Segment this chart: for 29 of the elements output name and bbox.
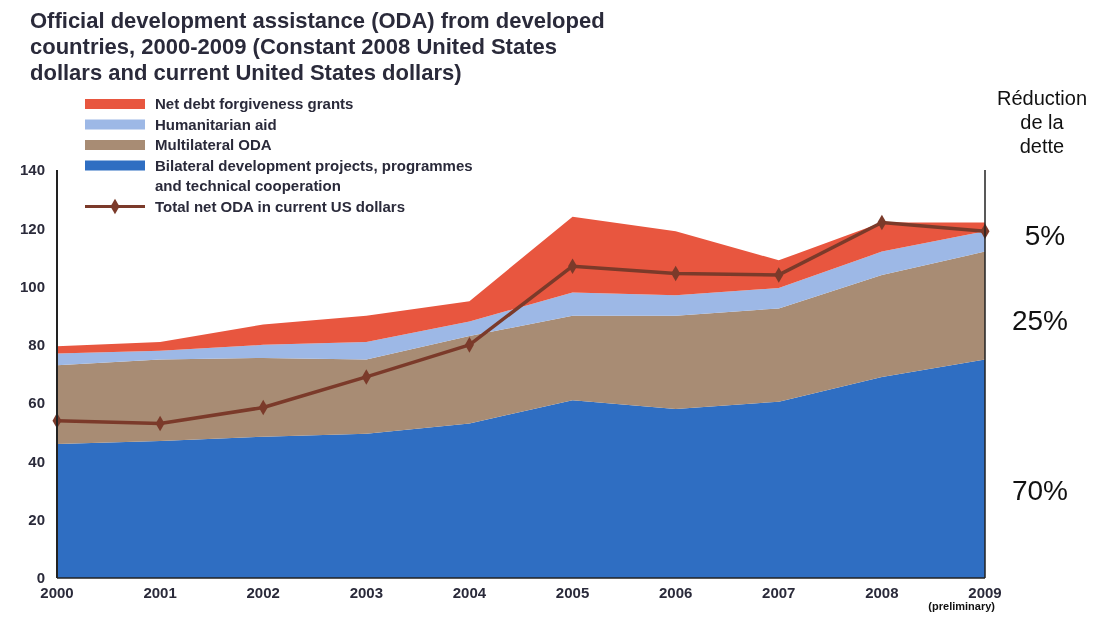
text: 5% (1024, 220, 1066, 251)
x-tick-label: 2008 (865, 584, 899, 601)
y-tick-label: 120 (19, 219, 45, 237)
legend-label: Net debt forgiveness grants (155, 95, 354, 112)
text: 25% (1011, 305, 1069, 336)
x-tick-label: 2003 (349, 584, 384, 601)
y-tick-label: 140 (19, 161, 45, 179)
x-tick-label: 2006 (658, 584, 693, 601)
x-tick-label: 2000 (40, 584, 74, 601)
legend-label: Bilateral development projects, programmes and technical cooperation (155, 156, 473, 194)
x-tick-label: 2004 (452, 584, 487, 601)
y-tick-label: 40 (28, 452, 45, 470)
y-tick-label: 60 (28, 394, 45, 412)
x-tick-label: 2005 (555, 584, 590, 601)
x-tick-label: 2002 (246, 584, 280, 601)
text: (preliminary) (928, 600, 996, 612)
text: 70% (1011, 475, 1069, 506)
y-tick-label: 100 (19, 277, 45, 295)
y-tick-label: 80 (28, 336, 45, 354)
legend-label: Total net ODA in current US dollars (155, 197, 406, 215)
y-tick-label: 0 (36, 569, 45, 587)
chart-title: Official development assistance (ODA) from developed countries, 2000-2009 (Constant 2008 United States dollars and current United States dollars) (30, 8, 605, 85)
x-tick-label: 2001 (143, 584, 177, 601)
legend-label: Humanitarian aid (155, 115, 277, 133)
y-tick-label: 20 (28, 510, 45, 528)
x-tick-label: 2009 (968, 584, 1002, 601)
x-tick-label: 2007 (762, 584, 796, 601)
legend-label: Multilateral ODA (155, 136, 272, 153)
text: Réduction de la dette (996, 87, 1088, 157)
